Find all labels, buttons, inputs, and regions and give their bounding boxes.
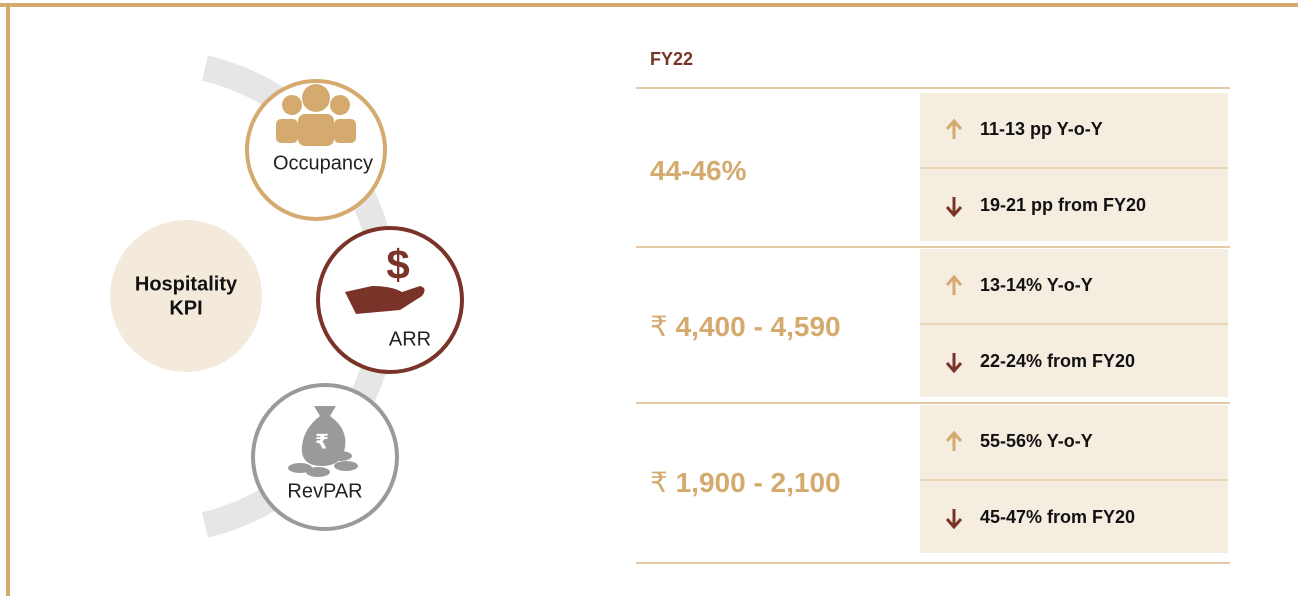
change-box xyxy=(920,325,1228,397)
change-up: 13-14% Y-o-Y xyxy=(980,275,1093,295)
kpi-name: ARR xyxy=(389,328,431,350)
up-arrow xyxy=(945,274,963,295)
currency: ₹ xyxy=(650,311,668,342)
change-up: 55-56% Y-o-Y xyxy=(980,431,1093,451)
change-box xyxy=(920,405,1228,479)
up-arrow xyxy=(945,430,963,451)
up-arrow xyxy=(945,118,963,139)
down-arrow xyxy=(945,509,963,530)
change-box xyxy=(920,481,1228,553)
value-space xyxy=(668,311,676,342)
change-down: 45-47% from FY20 xyxy=(980,507,1135,527)
change-box xyxy=(920,169,1228,241)
arr-icon: $ xyxy=(316,226,464,374)
change-down: 22-24% from FY20 xyxy=(980,351,1135,371)
svg-text:$: $ xyxy=(386,241,409,288)
kpi-circle xyxy=(110,220,262,372)
change-down: 19-21 pp from FY20 xyxy=(980,195,1146,215)
kpi-title: Hospitality xyxy=(135,273,238,295)
revpar-icon: ₹ xyxy=(251,383,399,531)
value-space xyxy=(668,467,676,498)
down-arrow xyxy=(945,353,963,374)
kpi-value: ₹ 1,900 - 2,100 xyxy=(650,467,841,498)
value: 44-46% xyxy=(650,155,747,186)
value: 1,900 - 2,100 xyxy=(676,467,841,498)
kpi-value: 44-46% xyxy=(650,155,747,186)
kpi-name: RevPAR xyxy=(287,480,362,502)
column-header: FY22 xyxy=(650,49,693,69)
kpi-name: Occupancy xyxy=(273,152,373,174)
kpi-title: KPI xyxy=(169,297,202,319)
svg-text:₹: ₹ xyxy=(315,431,329,453)
change-up: 11-13 pp Y-o-Y xyxy=(980,119,1103,139)
occupancy-icon xyxy=(245,79,387,221)
change-box xyxy=(920,93,1228,167)
value: 4,400 - 4,590 xyxy=(676,311,841,342)
change-box xyxy=(920,249,1228,323)
currency: ₹ xyxy=(650,467,668,498)
down-arrow xyxy=(945,197,963,218)
kpi-value: ₹ 4,400 - 4,590 xyxy=(650,311,841,342)
